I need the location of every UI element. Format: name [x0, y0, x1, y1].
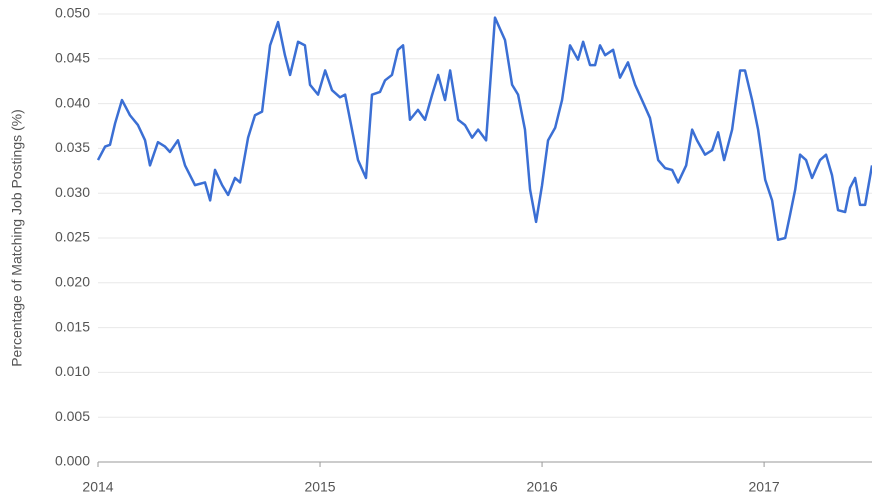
- y-tick-label: 0.005: [55, 408, 90, 424]
- y-tick-label: 0.035: [55, 139, 90, 155]
- x-tick-label: 2015: [304, 479, 335, 495]
- x-tick-label: 2014: [82, 479, 113, 495]
- y-tick-label: 0.020: [55, 274, 90, 290]
- y-tick-label: 0.050: [55, 5, 90, 21]
- y-tick-label: 0.040: [55, 94, 90, 110]
- y-tick-label: 0.000: [55, 453, 90, 469]
- y-axis-label: Percentage of Matching Job Postings (%): [9, 109, 25, 367]
- data-line: [96, 16, 872, 242]
- y-tick-label: 0.025: [55, 229, 90, 245]
- y-tick-label: 0.015: [55, 318, 90, 334]
- y-tick-label: 0.010: [55, 363, 90, 379]
- x-tick-label: 2016: [526, 479, 557, 495]
- x-tick-label: 2017: [749, 479, 780, 495]
- y-tick-label: 0.045: [55, 50, 90, 66]
- y-tick-label: 0.030: [55, 184, 90, 200]
